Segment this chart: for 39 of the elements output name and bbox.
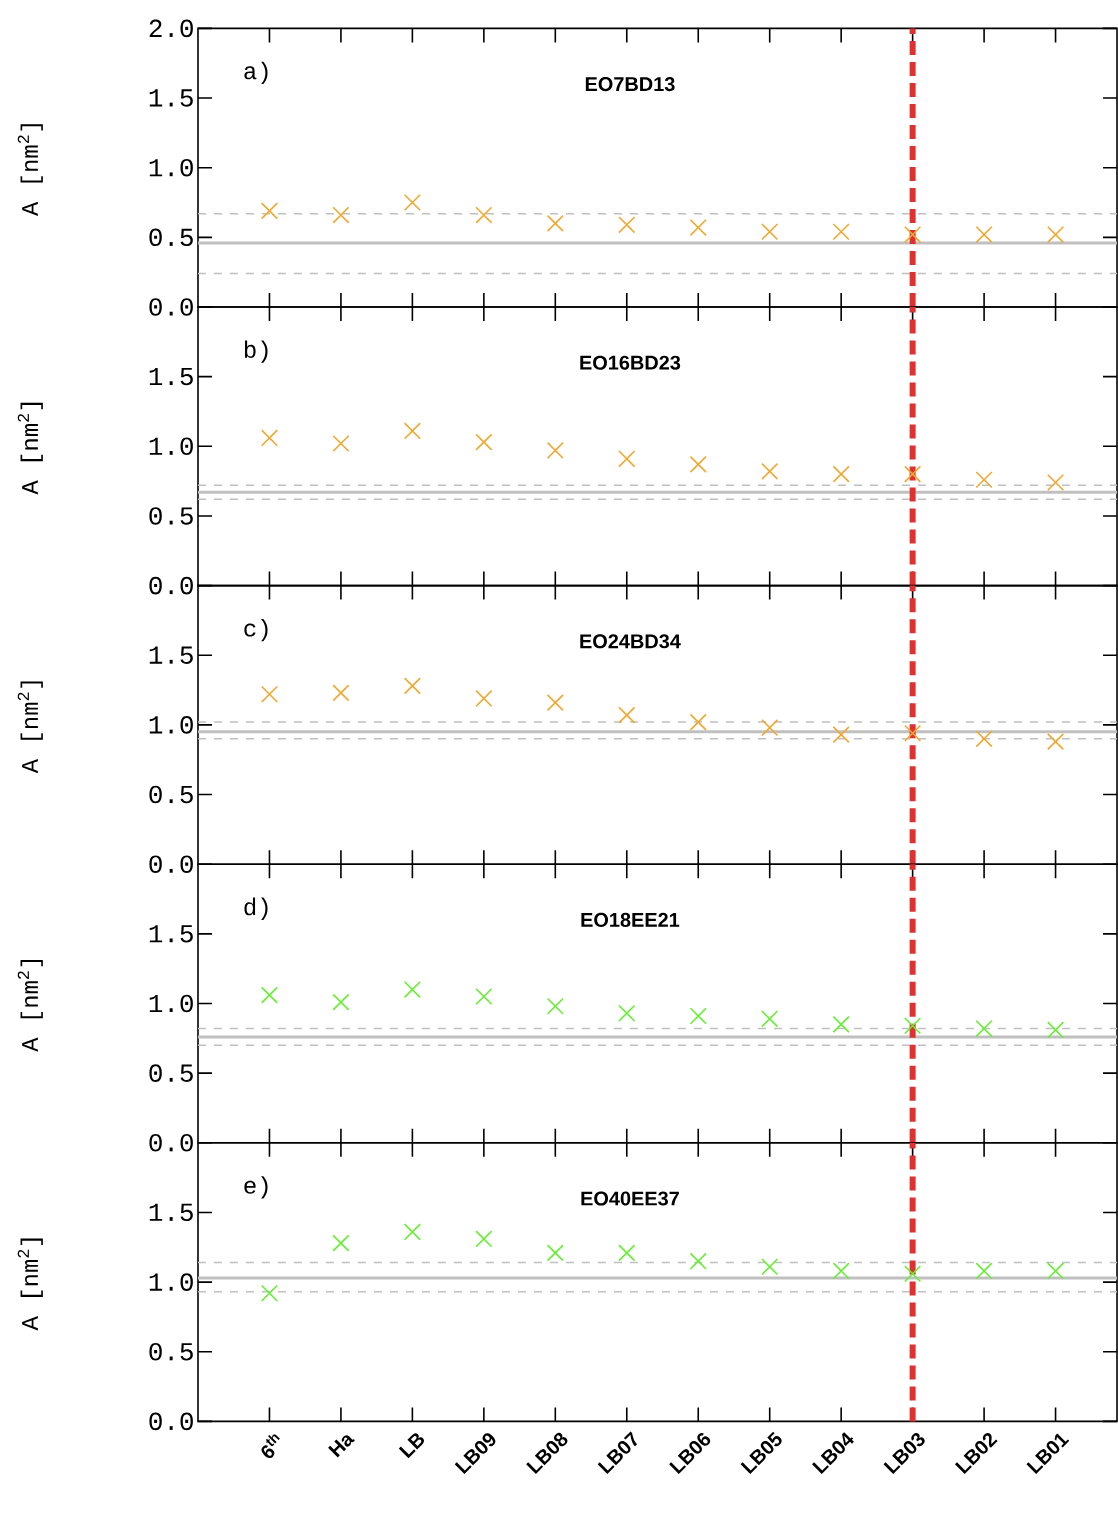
y-tick-label: 1.5	[149, 646, 193, 664]
y-tick-label: 0.0	[149, 855, 193, 873]
y-tick-label: 0.5	[149, 1342, 193, 1361]
text: EO16BD23	[580, 355, 680, 370]
x-tick-label: 6$^{th}$	[261, 1434, 280, 1459]
y-tick-label: 1.5	[149, 89, 193, 107]
y-tick-label: 1.5	[149, 367, 193, 386]
annotation: d)	[244, 897, 268, 920]
y-tick-label: 0.5	[149, 507, 193, 525]
text: EO24BD34	[580, 634, 681, 649]
annotation: c)	[244, 619, 268, 642]
y-tick-label: 0.5	[149, 1064, 193, 1082]
annotation: a)	[244, 61, 268, 85]
y-axis-title: A [nm$^{2}$]	[17, 1238, 43, 1331]
y-tick-label: 1.5	[149, 925, 193, 943]
y-tick-label: 1.0	[149, 716, 193, 734]
x-tick-label: Ha	[327, 1435, 355, 1458]
y-tick-label: 1.0	[149, 994, 193, 1013]
text: EO7BD13	[585, 77, 675, 92]
y-axis-title: A [nm$^{2}$]	[17, 959, 43, 1052]
y-tick-label: 2.0	[149, 19, 193, 38]
y-tick-label: 1.0	[149, 158, 193, 177]
text: EO40EE37	[581, 1191, 679, 1206]
y-tick-label: 0.0	[149, 1412, 193, 1431]
y-tick-label: 0.5	[149, 228, 193, 247]
y-tick-label: 0.5	[149, 785, 193, 804]
x-tick-label: LB	[398, 1433, 424, 1459]
y-axis-title: A [nm$^{2}$]	[17, 402, 43, 495]
y-tick-label: 0.0	[149, 576, 193, 595]
annotation: b)	[244, 340, 268, 363]
annotation: e)	[244, 1176, 268, 1199]
y-axis-title: A [nm$^{2}$]	[17, 681, 43, 774]
y-tick-label: 1.0	[149, 1273, 193, 1291]
y-tick-label: 0.0	[149, 298, 193, 316]
y-axis-title: A [nm$^{2}$]	[17, 124, 43, 216]
y-tick-label: 1.5	[149, 1203, 193, 1222]
y-tick-label: 0.0	[149, 1134, 193, 1152]
text: EO18EE21	[581, 912, 679, 927]
y-tick-label: 1.0	[149, 437, 193, 456]
